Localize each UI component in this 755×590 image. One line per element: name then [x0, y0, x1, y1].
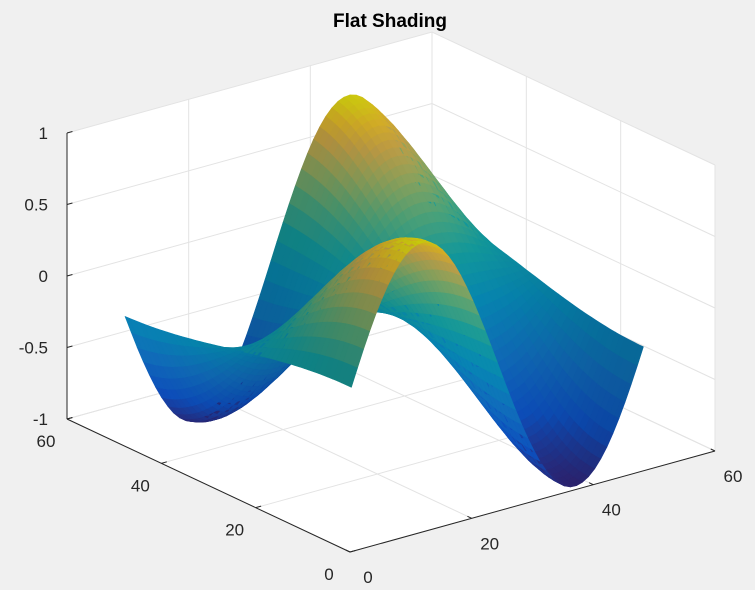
- y-tick-mark: [349, 550, 356, 553]
- x-tick-mark: [710, 448, 716, 452]
- x-tick-label: 20: [480, 534, 499, 553]
- y-axis-line: [66, 418, 351, 553]
- y-tick-label: 0: [324, 565, 333, 584]
- z-tick-mark: [66, 131, 73, 134]
- x-tick-mark: [467, 515, 472, 519]
- z-tick-mark: [66, 274, 73, 277]
- tick-marks: [66, 131, 716, 553]
- z-tick-mark: [66, 417, 73, 420]
- z-tick-label: -0.5: [19, 339, 48, 358]
- y-tick-label: 40: [131, 476, 150, 495]
- z-tick-label: 1: [39, 124, 48, 143]
- x-tick-mark: [345, 549, 351, 553]
- x-tick-label: 0: [363, 568, 372, 587]
- grid-line-z: [66, 102, 716, 237]
- z-tick-label: 0: [39, 267, 48, 286]
- tick-labels: 0 20 40 60 0 20 40 60 -1 -0.5 0 0.5 1: [19, 124, 743, 587]
- y-tick-label: 20: [225, 521, 244, 540]
- x-tick-label: 40: [602, 501, 621, 520]
- surface-plot: [124, 94, 644, 488]
- z-tick-label: 0.5: [24, 196, 48, 215]
- z-tick-mark: [66, 345, 73, 348]
- x-axis-line: [349, 450, 716, 553]
- grid-line-z: [66, 31, 716, 166]
- surface-facet: [124, 316, 137, 335]
- x-tick-label: 60: [724, 467, 743, 486]
- x-tick-mark: [588, 482, 594, 486]
- y-tick-label: 60: [37, 432, 56, 451]
- y-tick-mark: [161, 461, 167, 464]
- chart-title: Flat Shading: [333, 11, 447, 32]
- z-tick-label: -1: [33, 410, 48, 429]
- y-tick-mark: [255, 505, 262, 509]
- z-tick-mark: [66, 202, 73, 205]
